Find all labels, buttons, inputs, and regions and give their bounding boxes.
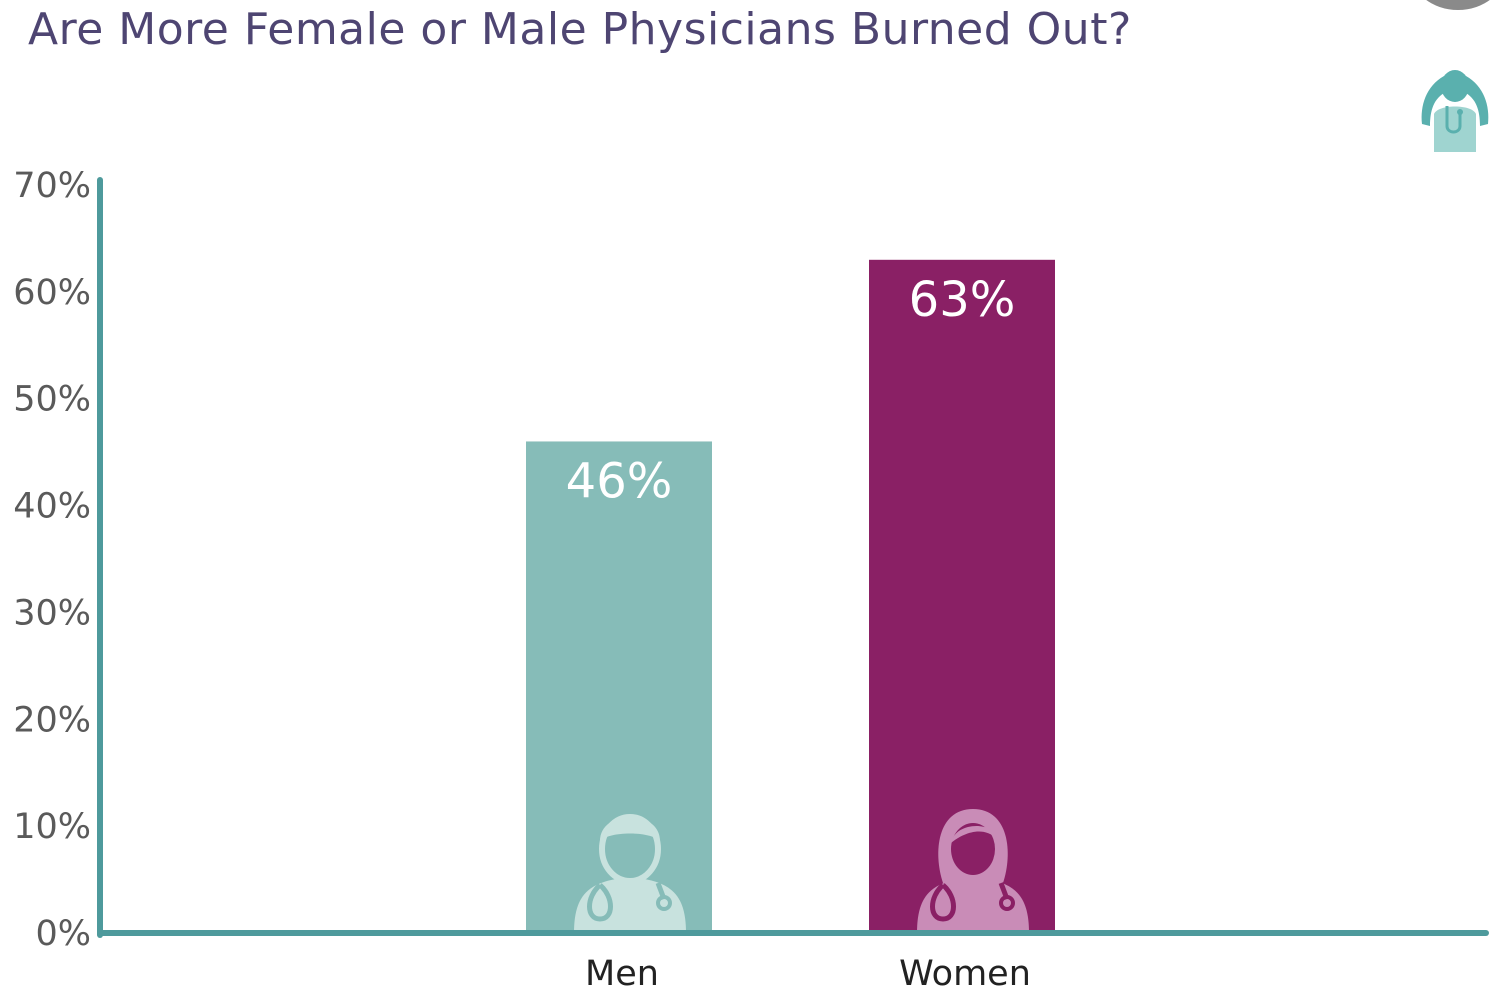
corner-shape bbox=[1410, 0, 1496, 10]
category-label: Men bbox=[585, 954, 659, 994]
y-tick-label: 0% bbox=[35, 914, 91, 954]
y-tick-label: 40% bbox=[13, 487, 91, 527]
stressed-doctor-icon bbox=[1421, 70, 1489, 152]
chart-title: Are More Female or Male Physicians Burne… bbox=[28, 4, 1132, 55]
data-label: 46% bbox=[566, 453, 673, 509]
y-tick-label: 20% bbox=[13, 700, 91, 740]
male-doctor-icon bbox=[574, 814, 686, 933]
category-label: Women bbox=[899, 954, 1031, 994]
y-tick-label: 30% bbox=[13, 593, 91, 633]
y-tick-label: 10% bbox=[13, 807, 91, 847]
data-label: 63% bbox=[909, 272, 1016, 328]
y-tick-label: 70% bbox=[13, 166, 91, 206]
y-tick-label: 60% bbox=[13, 273, 91, 313]
y-tick-label: 50% bbox=[13, 380, 91, 420]
female-doctor-icon bbox=[917, 809, 1029, 933]
